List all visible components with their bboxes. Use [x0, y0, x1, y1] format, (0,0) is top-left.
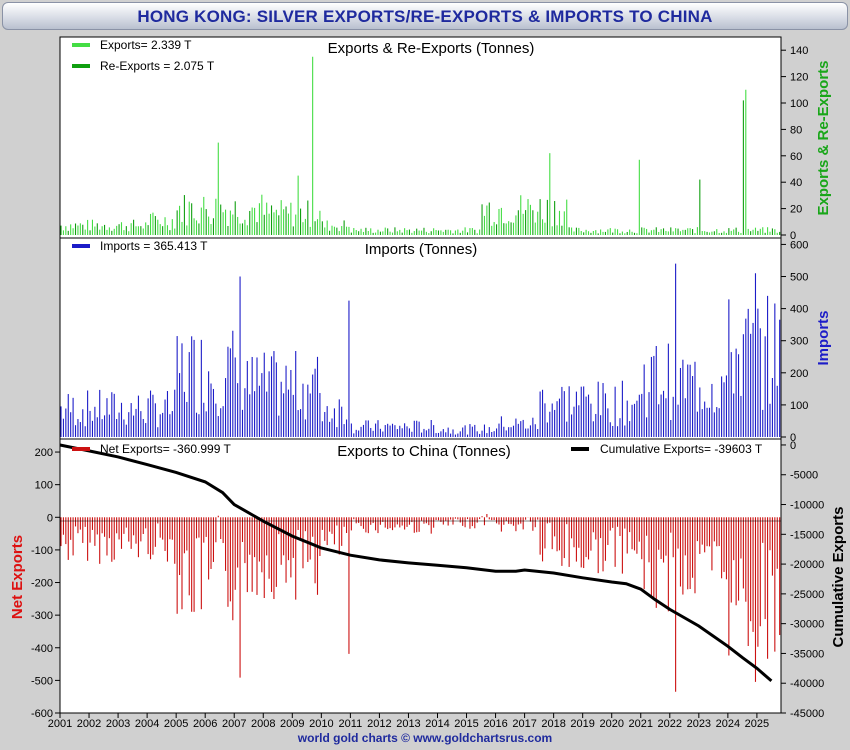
reexports-legend: Re-Exports = 2.075 T: [100, 59, 215, 73]
cumulative-y-tick-label: -5000: [790, 470, 818, 482]
cumulative-y-tick-label: -35000: [790, 648, 824, 660]
reexports-legend-swatch: [72, 64, 90, 68]
cumulative-y-tick-label: 0: [790, 440, 796, 452]
imports-legend: Imports = 365.413 T: [100, 239, 208, 253]
imports-y-tick-label: 100: [790, 400, 808, 412]
x-tick-label: 2007: [222, 718, 246, 730]
exports-y-tick-label: 120: [790, 72, 808, 84]
x-tick-label: 2006: [193, 718, 217, 730]
x-tick-label: 2014: [425, 718, 449, 730]
x-tick-label: 2011: [339, 718, 363, 730]
x-tick-label: 2004: [135, 718, 159, 730]
x-tick-label: 2017: [512, 718, 536, 730]
x-tick-label: 2019: [570, 718, 594, 730]
net-y-tick-label: -400: [31, 643, 53, 655]
net-exports-bars: [60, 513, 781, 692]
imports-bars: [60, 263, 781, 437]
imports-panel-title: Imports (Tonnes): [365, 241, 478, 258]
exports-y-tick-label: 80: [790, 124, 802, 136]
panel-net-bg: [59, 438, 782, 714]
cumulative-y-tick-label: -40000: [790, 678, 824, 690]
imports-y-tick-label: 300: [790, 336, 808, 348]
x-tick-label: 2022: [658, 718, 682, 730]
net-y-tick-label: 200: [35, 447, 53, 459]
imports-y-tick-label: 200: [790, 368, 808, 380]
imports-legend-swatch: [72, 244, 90, 248]
x-tick-label: 2005: [164, 718, 188, 730]
footer-credit: world gold charts © www.goldchartsrus.co…: [297, 731, 553, 745]
exports-y-tick-label: 20: [790, 204, 802, 216]
net-y-tick-label: -300: [31, 610, 53, 622]
x-tick-label: 2001: [48, 718, 72, 730]
x-tick-label: 2003: [106, 718, 130, 730]
cumulative-y-tick-label: -15000: [790, 529, 824, 541]
cumulative-legend: Cumulative Exports= -39603 T: [600, 442, 763, 456]
net-y-tick-label: 0: [47, 512, 53, 524]
net-y-tick-label: 100: [35, 480, 53, 492]
exports-legend-swatch: [72, 43, 90, 47]
cumulative-y-tick-label: -45000: [790, 708, 824, 720]
imports-y-tick-label: 0: [790, 432, 796, 444]
cumulative-y-tick-label: -25000: [790, 589, 824, 601]
x-tick-label: 2023: [687, 718, 711, 730]
x-tick-label: 2012: [367, 718, 391, 730]
x-tick-label: 2010: [309, 718, 333, 730]
x-tick-label: 2016: [483, 718, 507, 730]
exports-y-tick-label: 40: [790, 177, 802, 189]
axis-ticks: 2001 2002 2003 2004 2005 2006 2007 2008 2009 2010…: [31, 45, 824, 730]
cumulative-y-tick-label: -30000: [790, 619, 824, 631]
x-tick-label: 2024: [716, 718, 740, 730]
panel-exports-bg: [59, 36, 782, 239]
x-tick-label: 2020: [599, 718, 623, 730]
x-tick-label: 2008: [251, 718, 275, 730]
net-axis-label: Net Exports: [9, 535, 26, 619]
net-y-tick-label: -200: [31, 578, 53, 590]
cumulative-y-tick-label: -10000: [790, 500, 824, 512]
x-tick-label: 2021: [629, 718, 653, 730]
x-tick-label: 2013: [396, 718, 420, 730]
exports-y-tick-label: 100: [790, 98, 808, 110]
net-y-tick-label: -100: [31, 545, 53, 557]
imports-y-tick-label: 500: [790, 272, 808, 284]
cumulative-legend-swatch: [571, 447, 589, 451]
imports-axis-label: Imports: [815, 310, 832, 365]
x-tick-label: 2002: [77, 718, 101, 730]
exports-axis-label: Exports & Re-Exports: [815, 60, 832, 215]
chart-title: HONG KONG: SILVER EXPORTS/RE-EXPORTS & I…: [2, 2, 848, 30]
x-tick-label: 2018: [541, 718, 565, 730]
exports-panel-title: Exports & Re-Exports (Tonnes): [328, 40, 535, 57]
imports-y-tick-label: 400: [790, 304, 808, 316]
exports-legend: Exports= 2.339 T: [100, 38, 192, 52]
exports-y-tick-label: 60: [790, 151, 802, 163]
imports-y-tick-label: 600: [790, 239, 808, 251]
exports-bars: [60, 56, 781, 235]
net-y-tick-label: -500: [31, 675, 53, 687]
net-legend-swatch: [72, 447, 90, 451]
exports-y-tick-label: 140: [790, 45, 808, 57]
x-tick-label: 2025: [745, 718, 769, 730]
net-legend: Net Exports= -360.999 T: [100, 442, 232, 456]
x-tick-label: 2009: [280, 718, 304, 730]
cumulative-exports-line: [59, 443, 773, 683]
cumulative-y-tick-label: -20000: [790, 559, 824, 571]
cumulative-axis-label: Cumulative Exports: [830, 507, 847, 648]
x-tick-label: 2015: [454, 718, 478, 730]
exports-y-tick-label: 0: [790, 230, 796, 242]
net-y-tick-label: -600: [31, 708, 53, 720]
net-panel-title: Exports to China (Tonnes): [337, 443, 510, 460]
